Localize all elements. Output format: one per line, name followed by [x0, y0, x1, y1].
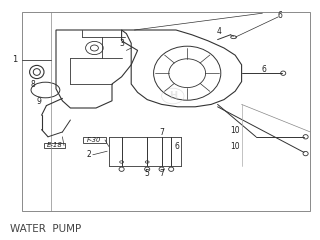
Text: 1: 1: [12, 55, 18, 65]
Text: 2: 2: [86, 150, 91, 159]
Text: 6: 6: [277, 11, 283, 20]
Text: 5: 5: [145, 169, 150, 178]
Bar: [22, 12, 310, 211]
Text: 3: 3: [119, 39, 124, 48]
Text: 6: 6: [261, 65, 267, 74]
Text: 10: 10: [230, 142, 240, 151]
Text: 7: 7: [159, 128, 164, 137]
Text: 6: 6: [174, 142, 179, 151]
Text: E-18: E-18: [46, 142, 62, 148]
FancyBboxPatch shape: [44, 143, 65, 148]
Text: 9: 9: [37, 97, 42, 107]
Text: 7: 7: [159, 169, 164, 178]
Text: WATER  PUMP: WATER PUMP: [10, 224, 81, 234]
Text: F-30: F-30: [87, 137, 101, 143]
Ellipse shape: [33, 69, 40, 75]
Text: H: H: [169, 91, 177, 101]
FancyBboxPatch shape: [83, 137, 106, 143]
Text: 4: 4: [217, 27, 222, 36]
Text: 8: 8: [31, 80, 36, 89]
Text: 10: 10: [230, 126, 240, 135]
